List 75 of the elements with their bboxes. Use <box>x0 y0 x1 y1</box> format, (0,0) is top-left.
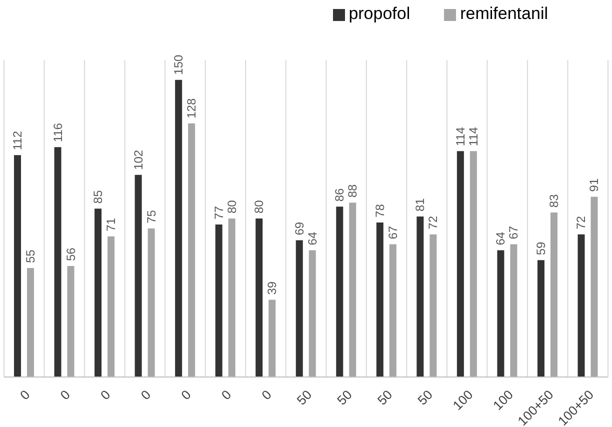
data-label: 112 <box>10 130 24 150</box>
data-label: 102 <box>131 150 146 170</box>
bar <box>376 222 384 377</box>
bar <box>268 300 276 377</box>
bar <box>430 234 437 377</box>
data-label: 72 <box>426 216 440 230</box>
x-tick-label: 0 <box>17 387 33 403</box>
bar <box>308 250 316 377</box>
x-tick-label: 0 <box>98 387 114 403</box>
x-tick-label: 50 <box>294 387 315 408</box>
bar <box>54 147 62 377</box>
data-label: 59 <box>534 241 548 256</box>
legend-label: remifentanil <box>460 4 548 23</box>
data-label: 56 <box>64 247 78 262</box>
bar <box>148 228 155 377</box>
data-label: 55 <box>24 249 38 264</box>
data-label: 86 <box>332 188 347 202</box>
data-label: 80 <box>252 200 266 214</box>
bar <box>510 244 518 377</box>
x-tick-label: 100 <box>490 387 516 413</box>
data-label: 150 <box>172 54 186 75</box>
data-label: 77 <box>212 206 226 220</box>
data-label: 85 <box>91 190 106 204</box>
bar <box>94 208 102 377</box>
bar <box>215 224 222 377</box>
data-label: 39 <box>265 281 280 295</box>
bar <box>456 151 464 377</box>
bar <box>256 218 263 377</box>
x-tick-label: 50 <box>374 387 396 408</box>
data-label: 71 <box>104 218 118 232</box>
bar <box>349 202 356 377</box>
data-label: 75 <box>144 210 158 224</box>
bar <box>134 174 142 377</box>
data-label: 88 <box>346 184 360 198</box>
x-tick-label: 100 <box>450 387 476 413</box>
data-label: 91 <box>587 178 602 192</box>
x-tick-label: 0 <box>218 387 234 403</box>
bar <box>175 80 182 377</box>
x-tick-label: 50 <box>334 387 355 408</box>
bar <box>578 234 585 377</box>
data-label: 72 <box>574 216 588 230</box>
bar <box>389 244 396 377</box>
bar <box>470 151 477 377</box>
data-label: 81 <box>413 198 428 212</box>
bar <box>296 240 303 377</box>
bar <box>14 155 21 377</box>
x-tick-label: 0 <box>178 387 194 403</box>
data-label: 67 <box>386 226 400 240</box>
bar <box>188 123 196 377</box>
data-label: 114 <box>453 126 468 146</box>
x-tick-label: 0 <box>57 387 74 403</box>
data-label: 64 <box>305 232 320 246</box>
bar <box>228 218 236 377</box>
data-label: 80 <box>224 200 239 214</box>
data-label: 67 <box>506 226 521 240</box>
bar <box>416 216 424 377</box>
bar <box>336 206 344 377</box>
data-label: 83 <box>546 194 561 208</box>
bar <box>27 268 34 377</box>
bar <box>67 266 74 377</box>
x-tick-label: 0 <box>138 387 154 403</box>
bar <box>108 236 115 377</box>
bar <box>537 260 544 377</box>
bar <box>497 250 504 377</box>
data-label: 116 <box>50 122 65 142</box>
data-label: 78 <box>372 204 387 218</box>
data-label: 128 <box>184 98 199 118</box>
data-label: 69 <box>292 222 306 236</box>
data-label: 64 <box>494 232 508 246</box>
data-label: 114 <box>466 126 480 146</box>
bar <box>550 212 558 377</box>
bar <box>590 196 598 377</box>
x-tick-label: 50 <box>414 387 436 408</box>
x-tick-label: 0 <box>258 387 274 403</box>
legend-label: propofol <box>348 4 410 23</box>
